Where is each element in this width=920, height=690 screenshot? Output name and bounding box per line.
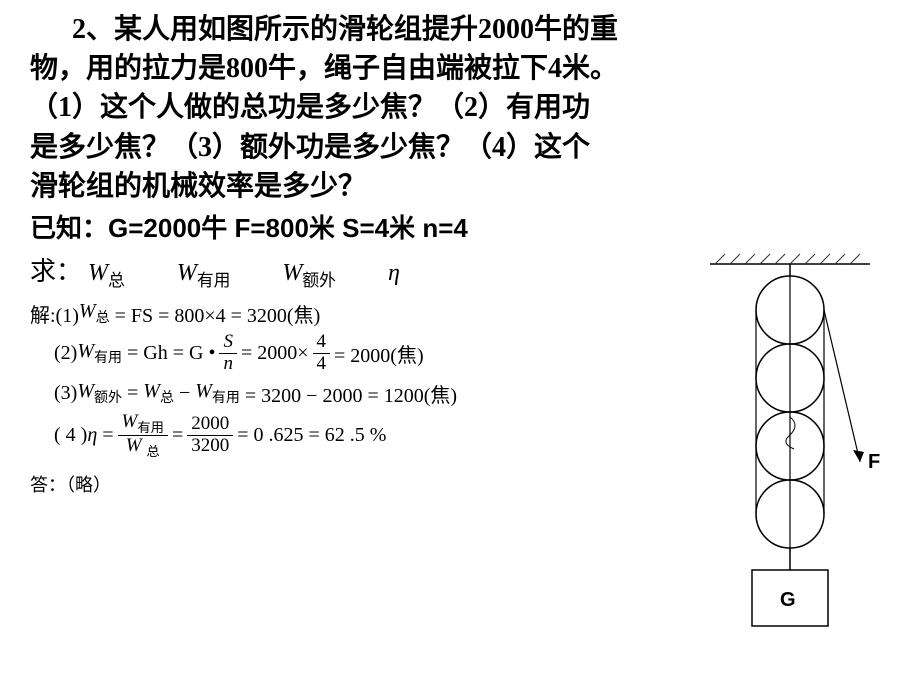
seek-w-total: W总 xyxy=(88,260,125,286)
seek-eta: η xyxy=(388,260,400,286)
problem-statement: 2、某人用如图所示的滑轮组提升2000牛的重 物，用的拉力是800牛，绳子自由端… xyxy=(0,0,920,206)
seek-w-useful: W有用 xyxy=(177,260,231,286)
force-label: F xyxy=(868,451,880,473)
weight-label: G xyxy=(780,589,796,611)
pulley-diagram: F G xyxy=(690,252,890,652)
problem-line-2: 物，用的拉力是800牛，绳子自由端被拉下4米。 xyxy=(30,49,890,88)
known-values: 已知：G=2000牛 F=800米 S=4米 n=4 xyxy=(0,206,920,247)
problem-line-1: 2、某人用如图所示的滑轮组提升2000牛的重 xyxy=(30,10,890,49)
problem-line-5: 滑轮组的机械效率是多少？ xyxy=(30,167,890,206)
problem-line-4: 是多少焦？（3）额外功是多少焦？（4）这个 xyxy=(30,128,890,167)
seek-label: 求： xyxy=(30,257,82,286)
problem-line-3: （1）这个人做的总功是多少焦？（2）有用功 xyxy=(30,88,890,127)
seek-w-extra: W额外 xyxy=(282,260,336,286)
